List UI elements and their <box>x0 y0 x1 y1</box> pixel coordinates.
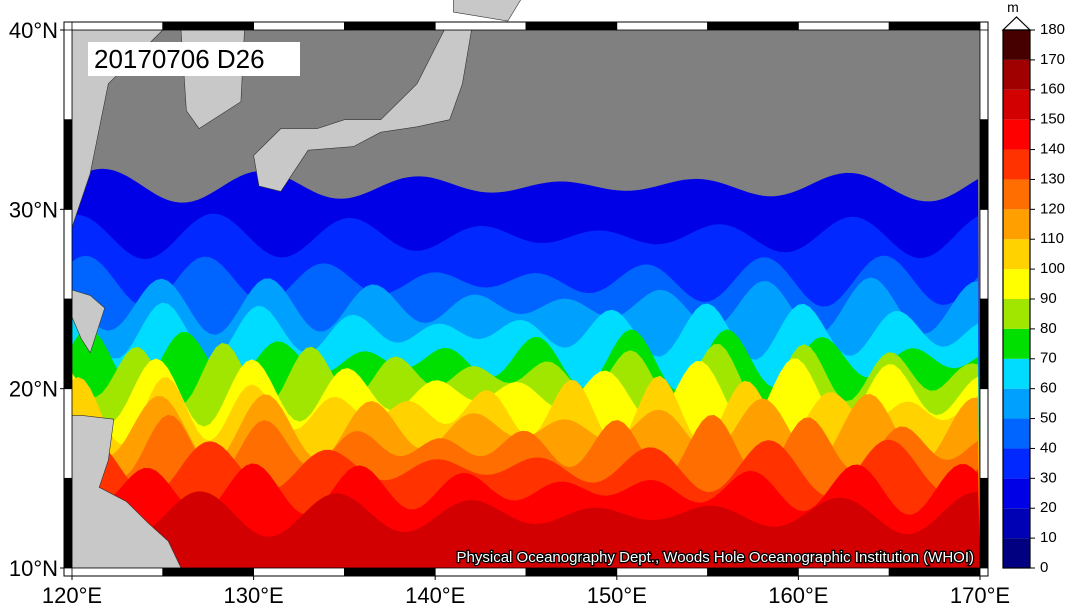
colorbar-label: 140 <box>1040 141 1065 158</box>
frame <box>60 21 989 580</box>
colorbar-swatch <box>1003 448 1030 479</box>
frame-segment <box>343 21 436 31</box>
frame-segment <box>979 388 989 479</box>
frame-segment <box>525 567 618 577</box>
colorbar-swatch <box>1003 538 1030 568</box>
colorbar-swatch <box>1003 30 1030 60</box>
x-tick-label: 120°E <box>42 583 102 606</box>
colorbar-label: 40 <box>1040 439 1057 456</box>
frame-segment <box>798 21 890 31</box>
frame-segment <box>253 21 345 31</box>
colorbar-label: 150 <box>1040 111 1065 128</box>
colorbar-label: 70 <box>1040 350 1057 367</box>
frame-segment <box>434 567 527 577</box>
colorbar-swatch <box>1003 358 1030 389</box>
frame-segment <box>63 298 73 390</box>
frame-segment <box>434 21 527 31</box>
colorbar-label: 30 <box>1040 469 1057 486</box>
colorbar-swatch <box>1003 179 1030 210</box>
frame-segment <box>525 21 618 31</box>
colorbar-label: 180 <box>1040 21 1065 38</box>
colorbar-label: 120 <box>1040 200 1065 217</box>
map-title: 20170706 D26 <box>94 44 265 74</box>
frame-segment <box>71 567 164 577</box>
frame-segment <box>162 21 255 31</box>
y-tick-label: 20°N <box>9 377 58 402</box>
colorbar-swatch <box>1003 269 1030 299</box>
x-tick-label: 160°E <box>768 583 828 606</box>
colorbar-swatch <box>1003 209 1030 240</box>
frame-segment <box>616 567 708 577</box>
colorbar-label: 90 <box>1040 290 1057 307</box>
title-box <box>88 42 300 76</box>
frame-segment <box>63 477 73 569</box>
colorbar-swatch <box>1003 239 1030 270</box>
colorbar-swatch <box>1003 59 1030 90</box>
colorbar-label: 80 <box>1040 320 1057 337</box>
colorbar-label: 20 <box>1040 499 1057 516</box>
colorbar-label: 10 <box>1040 529 1057 546</box>
frame-segment <box>979 477 989 569</box>
land <box>253 29 472 192</box>
x-tick-label: 140°E <box>405 583 465 606</box>
colorbar-unit: m <box>1007 0 1019 15</box>
colorbar-label: 130 <box>1040 170 1065 187</box>
frame-segment <box>798 567 890 577</box>
colorbar-label: 160 <box>1040 81 1065 98</box>
colorbar-arrow <box>1001 16 1032 31</box>
y-tick-label: 30°N <box>9 197 58 222</box>
colorbar-swatch <box>1003 299 1030 329</box>
frame-segment <box>63 388 73 479</box>
colorbar-label: 60 <box>1040 380 1057 397</box>
frame-segment <box>888 567 981 577</box>
y-tick-label: 10°N <box>9 556 58 581</box>
frame-segment <box>979 208 989 300</box>
colorbar-swatch <box>1003 508 1030 539</box>
frame-segment <box>63 119 73 210</box>
frame-segment <box>707 21 799 31</box>
frame-segment <box>253 567 345 577</box>
frame-segment <box>888 21 981 31</box>
colorbar-swatch <box>1003 119 1030 150</box>
colorbar-label: 0 <box>1040 559 1048 576</box>
field <box>71 0 980 569</box>
colorbar-label: 170 <box>1040 51 1065 68</box>
depth-band <box>72 491 980 568</box>
colorbar-swatch <box>1003 328 1030 359</box>
colorbar-label: 110 <box>1040 230 1064 247</box>
frame-segment <box>71 21 164 31</box>
colorbar-swatch <box>1003 478 1030 509</box>
frame-segment <box>63 29 73 121</box>
colorbar-swatch <box>1003 149 1030 180</box>
frame-segment <box>707 567 799 577</box>
frame-segment <box>162 567 255 577</box>
y-tick-label: 40°N <box>9 18 58 43</box>
colorbar-swatch <box>1003 89 1030 120</box>
colorbar-swatch <box>1003 388 1030 419</box>
x-tick-label: 130°E <box>224 583 284 606</box>
frame-segment <box>616 21 708 31</box>
frame-outline <box>63 21 989 577</box>
land <box>453 0 521 22</box>
frame-segment <box>979 119 989 210</box>
colorbar-label: 50 <box>1040 410 1057 427</box>
credit: Physical Oceanography Dept., Woods Hole … <box>457 549 974 566</box>
colorbar-swatch <box>1003 418 1030 449</box>
frame-segment <box>63 208 73 300</box>
x-tick-label: 170°E <box>950 583 1010 606</box>
frame-segment <box>979 29 989 121</box>
colorbar-label: 100 <box>1040 260 1065 277</box>
x-tick-label: 150°E <box>587 583 647 606</box>
frame-segment <box>343 567 436 577</box>
frame-segment <box>979 298 989 390</box>
